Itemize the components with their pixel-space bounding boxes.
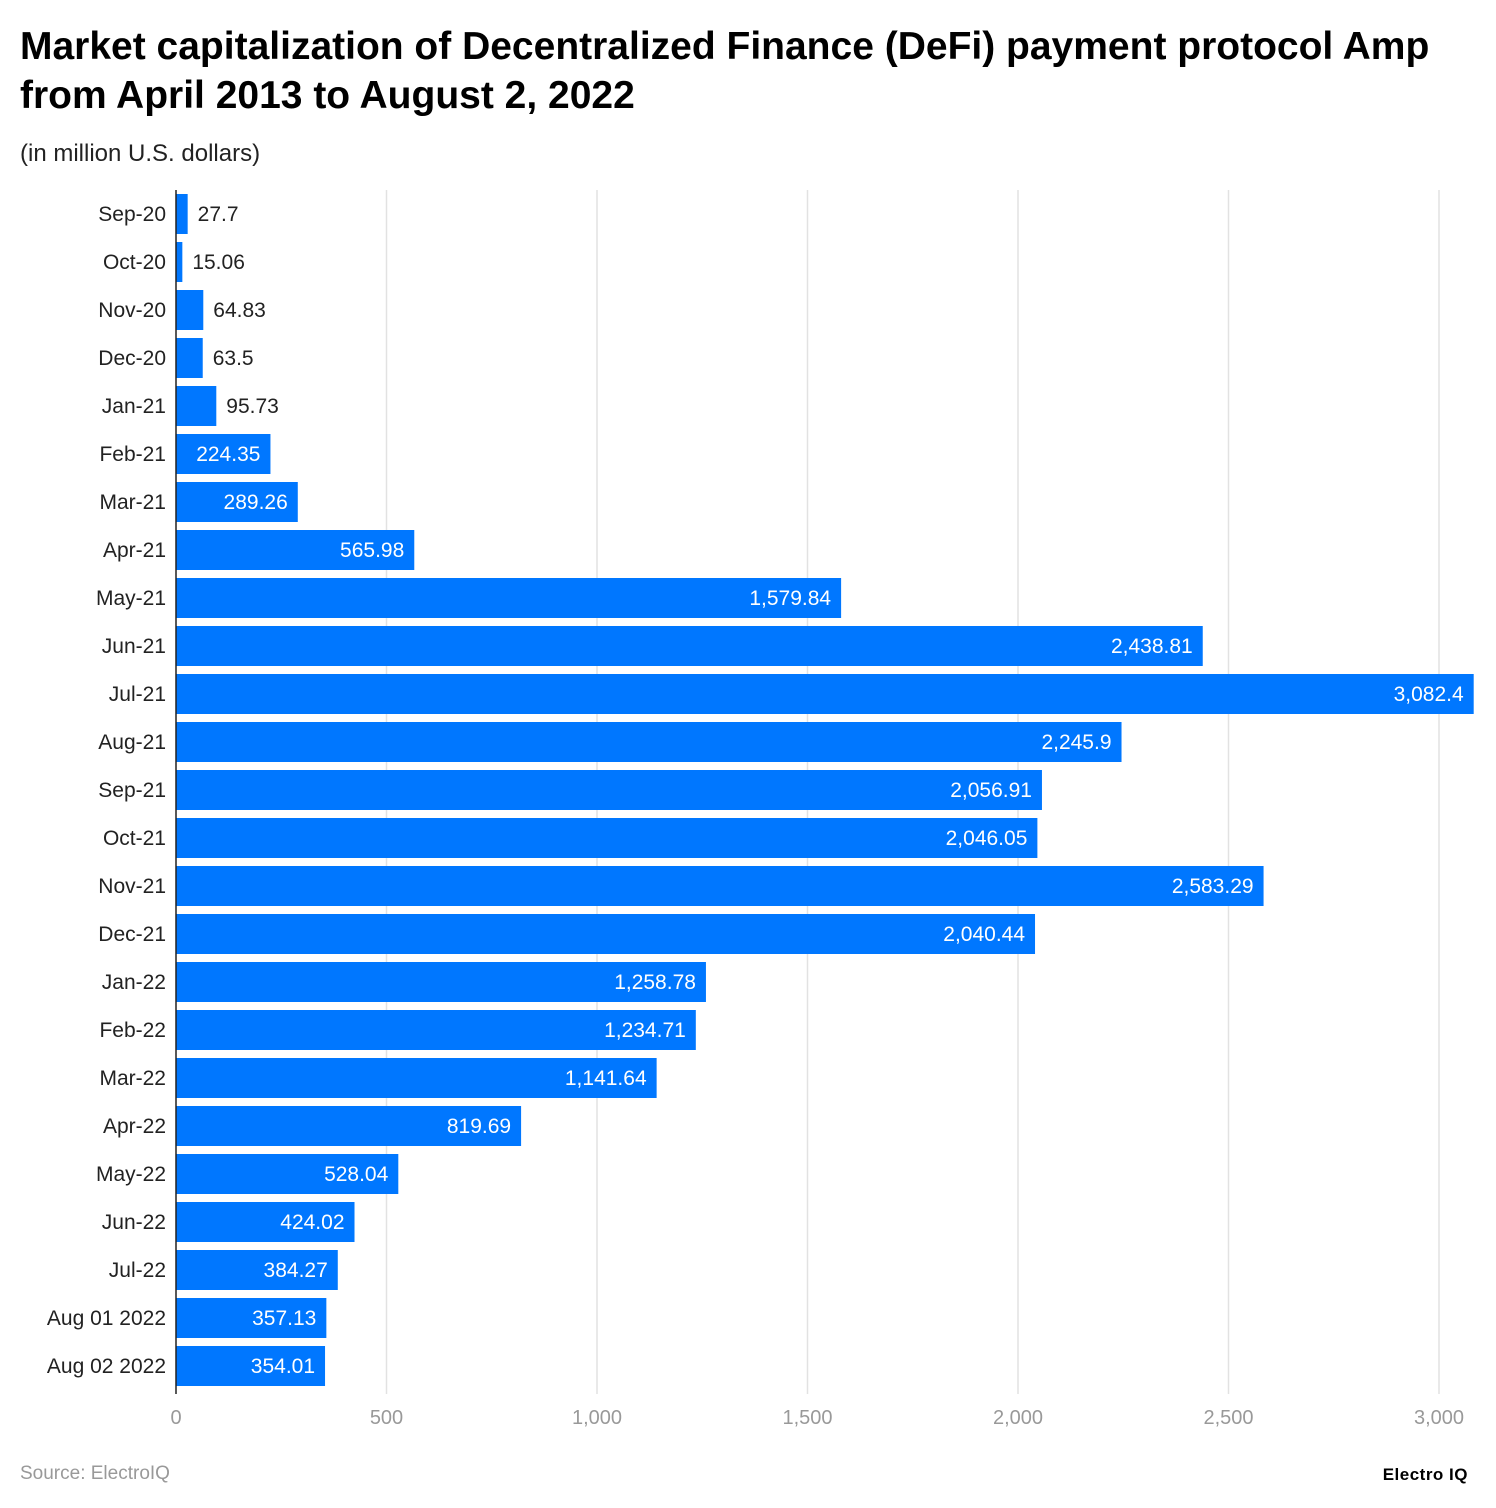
data-label: 2,583.29 — [1172, 875, 1254, 898]
bar — [176, 914, 1036, 954]
y-tick-label: Feb-22 — [99, 1019, 166, 1042]
data-label: 2,245.9 — [1041, 731, 1111, 754]
data-label: 15.06 — [192, 251, 245, 274]
bar — [176, 530, 415, 570]
bar — [176, 1010, 696, 1050]
bar — [176, 1154, 399, 1194]
bar — [176, 866, 1264, 906]
data-label: 357.13 — [252, 1307, 316, 1330]
y-tick-label: Oct-20 — [103, 251, 166, 274]
x-tick-label: 1,000 — [572, 1407, 622, 1429]
bar — [176, 1250, 338, 1290]
data-label: 424.02 — [280, 1211, 344, 1234]
y-tick-label: Mar-21 — [99, 491, 166, 514]
brand-logo: Electro IQ — [1382, 1465, 1468, 1484]
data-label: 1,579.84 — [749, 587, 831, 610]
y-tick-label: Mar-22 — [99, 1067, 166, 1090]
bar — [176, 1106, 522, 1146]
data-label: 224.35 — [196, 443, 260, 466]
bar — [176, 1058, 657, 1098]
data-label: 64.83 — [213, 299, 266, 322]
data-label: 1,141.64 — [565, 1067, 647, 1090]
chart-title: Market capitalization of Decentralized F… — [20, 25, 1430, 117]
bar — [176, 434, 271, 474]
y-tick-label: Aug 01 2022 — [47, 1307, 166, 1330]
chart-subtitle: (in million U.S. dollars) — [20, 140, 261, 167]
data-label: 2,056.91 — [950, 779, 1032, 802]
data-label: 63.5 — [213, 347, 254, 370]
data-label: 2,438.81 — [1111, 635, 1193, 658]
bar — [176, 242, 183, 282]
bar — [176, 1298, 327, 1338]
bar — [176, 1202, 355, 1242]
y-tick-label: Apr-22 — [103, 1115, 166, 1138]
x-tick-label: 1,500 — [782, 1407, 832, 1429]
y-tick-label: Aug-21 — [98, 731, 166, 754]
y-tick-label: May-21 — [96, 587, 166, 610]
source-note: Source: ElectroIQ — [20, 1463, 170, 1484]
bar — [176, 1346, 326, 1386]
data-label: 95.73 — [226, 395, 279, 418]
y-tick-label: Jul-21 — [109, 683, 166, 706]
data-label: 2,046.05 — [946, 827, 1028, 850]
y-tick-label: Jul-22 — [109, 1259, 166, 1282]
data-label: 289.26 — [224, 491, 288, 514]
bar — [176, 674, 1474, 714]
y-tick-label: Nov-20 — [98, 299, 166, 322]
bar — [176, 818, 1038, 858]
data-label: 819.69 — [447, 1115, 511, 1138]
data-label: 1,258.78 — [614, 971, 696, 994]
x-tick-label: 2,000 — [993, 1407, 1043, 1429]
bar — [176, 194, 188, 234]
bar — [176, 770, 1042, 810]
bar — [176, 386, 217, 426]
data-label: 528.04 — [324, 1163, 389, 1186]
y-tick-label: Sep-21 — [98, 779, 166, 802]
y-tick-label: Aug 02 2022 — [47, 1355, 166, 1378]
data-label: 2,040.44 — [943, 923, 1025, 946]
data-label: 384.27 — [264, 1259, 328, 1282]
y-tick-label: Jan-21 — [102, 395, 166, 418]
bar — [176, 626, 1203, 666]
data-label: 354.01 — [251, 1355, 315, 1378]
y-tick-label: Oct-21 — [103, 827, 166, 850]
y-tick-label: Apr-21 — [103, 539, 166, 562]
y-tick-label: Dec-20 — [98, 347, 166, 370]
bar — [176, 290, 204, 330]
bar — [176, 578, 842, 618]
bar — [176, 482, 298, 522]
data-label: 565.98 — [340, 539, 404, 562]
bar — [176, 338, 203, 378]
data-label: 27.7 — [198, 203, 239, 226]
data-label: 1,234.71 — [604, 1019, 686, 1042]
y-tick-label: Dec-21 — [98, 923, 166, 946]
y-tick-label: Jan-22 — [102, 971, 166, 994]
x-tick-label: 3,000 — [1414, 1407, 1464, 1429]
y-tick-label: Nov-21 — [98, 875, 166, 898]
bar — [176, 962, 706, 1002]
x-tick-label: 500 — [370, 1407, 403, 1429]
data-label: 3,082.4 — [1394, 683, 1464, 706]
y-tick-label: Jun-22 — [102, 1211, 166, 1234]
y-tick-label: Jun-21 — [102, 635, 166, 658]
x-tick-label: 0 — [170, 1407, 181, 1429]
y-tick-label: Feb-21 — [99, 443, 166, 466]
y-tick-label: May-22 — [96, 1163, 166, 1186]
bar — [176, 722, 1122, 762]
x-tick-label: 2,500 — [1203, 1407, 1253, 1429]
y-tick-label: Sep-20 — [98, 203, 166, 226]
